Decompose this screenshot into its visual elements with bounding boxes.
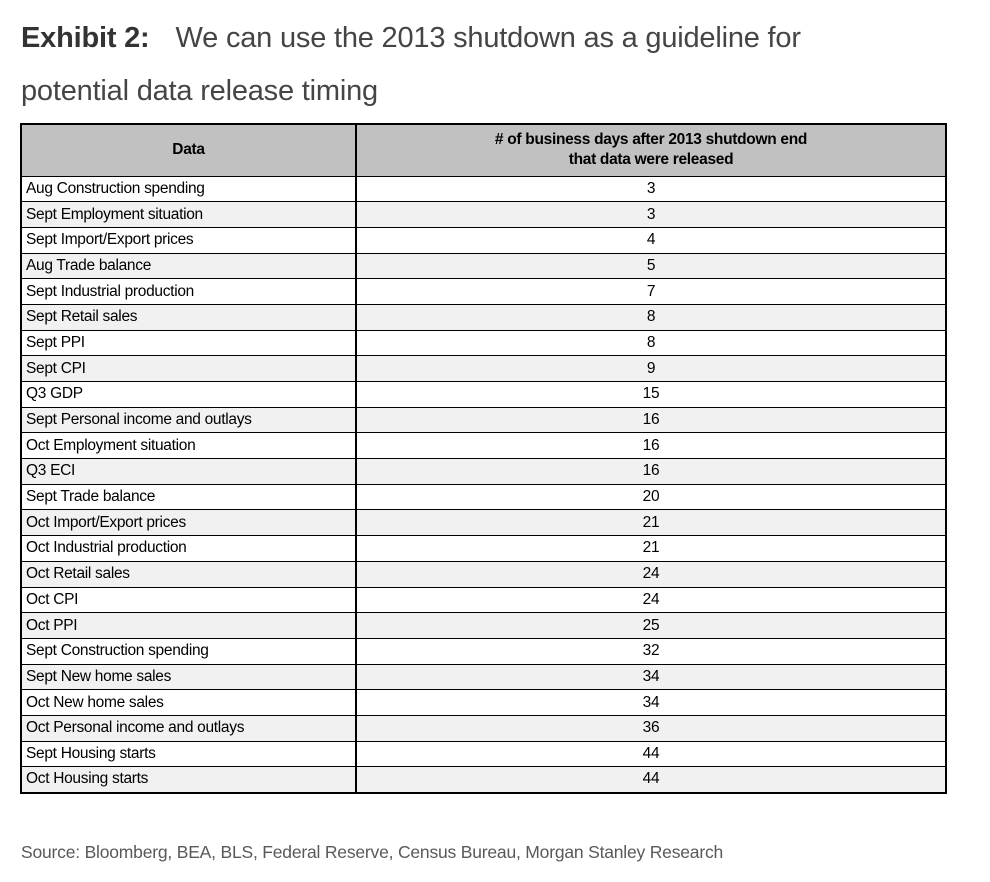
- exhibit-title-line-2: potential data release timing: [21, 75, 378, 107]
- data-cell: Sept Housing starts: [20, 740, 357, 768]
- data-cell: Sept PPI: [20, 329, 357, 357]
- table-row: Sept Industrial production 7: [20, 278, 947, 305]
- days-cell: 36: [355, 714, 947, 742]
- data-cell: Oct Housing starts: [20, 766, 357, 793]
- days-cell: 25: [355, 612, 947, 639]
- table-row: Oct New home sales 34: [20, 689, 947, 716]
- days-cell: 7: [355, 278, 947, 305]
- table-row: Sept CPI 9: [20, 355, 947, 382]
- days-cell: 8: [355, 329, 947, 357]
- data-cell: Oct Personal income and outlays: [20, 714, 357, 742]
- table-row: Oct Retail sales 24: [20, 560, 947, 588]
- table-row: Sept Personal income and outlays 16: [20, 406, 947, 434]
- data-cell: Oct Employment situation: [20, 432, 357, 460]
- data-cell: Aug Construction spending: [20, 175, 357, 203]
- data-cell: Sept CPI: [20, 355, 357, 382]
- data-cell: Oct Import/Export prices: [20, 509, 357, 537]
- table-row: Oct Housing starts 44: [20, 766, 947, 793]
- table-row: Aug Construction spending 3: [20, 175, 947, 203]
- days-cell: 44: [355, 740, 947, 768]
- data-cell: Oct Industrial production: [20, 535, 357, 562]
- days-cell: 3: [355, 175, 947, 203]
- table-header-row: Data # of business days after 2013 shutd…: [20, 123, 947, 177]
- days-cell: 4: [355, 226, 947, 254]
- days-cell: 16: [355, 406, 947, 434]
- column-header-data: Data: [20, 123, 357, 177]
- table-row: Sept Retail sales 8: [20, 303, 947, 331]
- table-row: Oct CPI 24: [20, 586, 947, 614]
- days-cell: 15: [355, 381, 947, 408]
- data-cell: Sept Construction spending: [20, 637, 357, 665]
- days-cell: 16: [355, 458, 947, 485]
- data-cell: Oct New home sales: [20, 689, 357, 716]
- table-row: Sept Import/Export prices 4: [20, 226, 947, 254]
- days-cell: 34: [355, 689, 947, 716]
- source-line: Source: Bloomberg, BEA, BLS, Federal Res…: [21, 842, 724, 862]
- data-cell: Sept Retail sales: [20, 303, 357, 331]
- table-row: Sept PPI 8: [20, 329, 947, 357]
- days-cell: 16: [355, 432, 947, 460]
- data-cell: Sept Employment situation: [20, 201, 357, 228]
- table-row: Sept New home sales 34: [20, 663, 947, 691]
- days-cell: 9: [355, 355, 947, 382]
- days-cell: 34: [355, 663, 947, 691]
- data-release-table: Data # of business days after 2013 shutd…: [20, 123, 947, 794]
- data-cell: Sept Industrial production: [20, 278, 357, 305]
- table-row: Sept Employment situation 3: [20, 201, 947, 228]
- column-header-days-line-2: that data were released: [568, 151, 734, 169]
- column-header-days: # of business days after 2013 shutdown e…: [355, 123, 947, 177]
- days-cell: 21: [355, 535, 947, 562]
- exhibit-title: Exhibit 2: We can use the 2013 shutdown a…: [21, 12, 971, 118]
- table-row: Sept Construction spending 32: [20, 637, 947, 665]
- data-cell: Sept Personal income and outlays: [20, 406, 357, 434]
- data-cell: Oct CPI: [20, 586, 357, 614]
- data-cell: Oct PPI: [20, 612, 357, 639]
- table-row: Oct Import/Export prices 21: [20, 509, 947, 537]
- days-cell: 24: [355, 586, 947, 614]
- data-cell: Q3 ECI: [20, 458, 357, 485]
- table-row: Q3 GDP 15: [20, 381, 947, 408]
- exhibit-number-label: Exhibit 2:: [21, 22, 150, 54]
- data-cell: Oct Retail sales: [20, 560, 357, 588]
- table-row: Oct Employment situation 16: [20, 432, 947, 460]
- days-cell: 21: [355, 509, 947, 537]
- table-row: Sept Housing starts 44: [20, 740, 947, 768]
- data-cell: Sept Trade balance: [20, 483, 357, 511]
- table-row: Oct PPI 25: [20, 612, 947, 639]
- data-cell: Sept New home sales: [20, 663, 357, 691]
- days-cell: 3: [355, 201, 947, 228]
- table-row: Oct Industrial production 21: [20, 535, 947, 562]
- column-header-days-line-1: # of business days after 2013 shutdown e…: [494, 131, 808, 149]
- data-cell: Q3 GDP: [20, 381, 357, 408]
- days-cell: 20: [355, 483, 947, 511]
- table-row: Q3 ECI 16: [20, 458, 947, 485]
- days-cell: 8: [355, 303, 947, 331]
- table-row: Aug Trade balance 5: [20, 252, 947, 280]
- table-row: Oct Personal income and outlays 36: [20, 714, 947, 742]
- exhibit-title-line-1: We can use the 2013 shutdown as a guidel…: [175, 22, 801, 54]
- data-cell: Aug Trade balance: [20, 252, 357, 280]
- days-cell: 5: [355, 252, 947, 280]
- data-cell: Sept Import/Export prices: [20, 226, 357, 254]
- days-cell: 44: [355, 766, 947, 793]
- days-cell: 24: [355, 560, 947, 588]
- table-row: Sept Trade balance 20: [20, 483, 947, 511]
- days-cell: 32: [355, 637, 947, 665]
